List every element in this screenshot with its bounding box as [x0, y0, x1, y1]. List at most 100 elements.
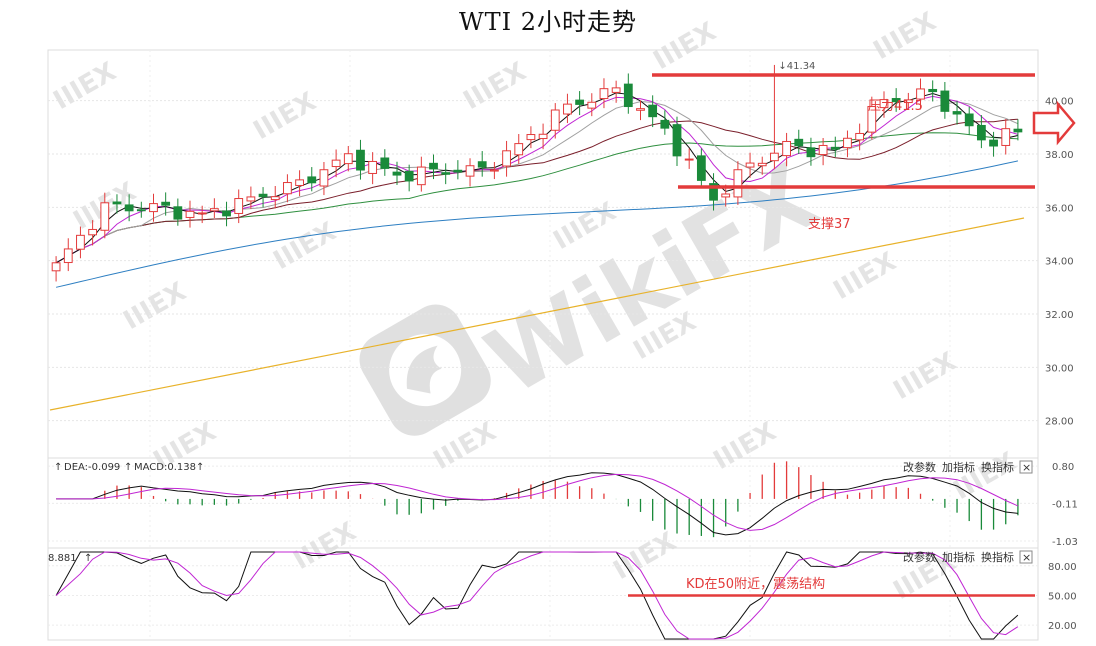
candle-body [538, 133, 548, 140]
candle-body [258, 193, 268, 198]
candle-body [404, 170, 414, 182]
candle-body [891, 98, 901, 103]
candle-body [952, 111, 962, 115]
price-tick-label: 28.00 [1045, 417, 1074, 428]
candle-body [283, 182, 292, 195]
candle-body [173, 206, 183, 220]
candle-body [818, 144, 828, 156]
candle-body [940, 90, 950, 112]
watermark-logo: IIIEX [119, 277, 192, 336]
watermark-logo: IIIEX [709, 417, 782, 476]
macd-close-icon[interactable]: × [1022, 461, 1031, 474]
right-arrow-icon [1032, 100, 1076, 146]
ma-maroon-line [55, 118, 1018, 264]
candle-body [867, 106, 877, 133]
candle-body [599, 88, 609, 100]
candle-body [770, 152, 779, 162]
candle-body [660, 119, 670, 129]
kd-tick-label: 50.00 [1048, 591, 1077, 602]
candle-body [757, 162, 767, 167]
macd-params-button[interactable]: 改参数 [903, 460, 936, 474]
macd-grid [48, 465, 1038, 542]
candle-body [514, 143, 524, 156]
candle-body [63, 248, 73, 264]
macd-add-indicator-button[interactable]: 加指标 [942, 460, 975, 474]
candle-body [246, 196, 256, 202]
candle-body [149, 203, 158, 213]
candle-body [964, 113, 974, 127]
kd-params-button[interactable]: 改参数 [903, 550, 936, 564]
candle-body [1001, 128, 1011, 146]
kd-switch-indicator-button[interactable]: 换指标 [981, 550, 1014, 564]
kd-tick-label: 80.00 [1048, 562, 1077, 573]
watermark-logo: IIIEX [49, 57, 122, 116]
candle-body [453, 169, 463, 173]
kd-annotation: KD在50附近，震荡结构 [628, 577, 1035, 597]
kd-value-label: 8.881 [48, 553, 77, 564]
candle-body [526, 134, 536, 141]
macd-switch-indicator-button[interactable]: 换指标 [981, 460, 1014, 474]
candle-body [623, 83, 633, 108]
macd-arrow-icon-3: ↑ [196, 462, 204, 473]
candle-body [903, 99, 913, 104]
macd-axis: 0.80 -0.11 -1.03 [1052, 462, 1078, 548]
price-annotations: 压力41.5 支撑37 ↓41.34 [652, 61, 1035, 232]
kd-add-indicator-button[interactable]: 加指标 [942, 550, 975, 564]
candle-body [696, 155, 706, 181]
ma-long-line [49, 217, 1025, 411]
candle-body [1013, 128, 1023, 133]
macd-arrow-icon-2: ↑ [124, 462, 132, 473]
candle-body [295, 179, 304, 186]
candle-body [684, 158, 694, 161]
price-panel: 40.00 38.00 36.00 34.00 32.00 30.00 28.00 压力41… [47, 49, 1074, 640]
candle-body [502, 150, 511, 167]
watermark-eagle-icon [359, 304, 491, 436]
candle-body [745, 162, 755, 168]
watermark-logo: IIIEX [429, 417, 502, 476]
kd-k-line [55, 551, 1019, 640]
candle-body [806, 147, 816, 158]
resistance-label: 压力41.5 [868, 99, 923, 114]
watermark-logo: IIIEX [249, 87, 322, 146]
candle-body [270, 196, 280, 201]
price-tick-label: 38.00 [1045, 150, 1074, 161]
candle-body [782, 140, 791, 157]
candle-body [319, 169, 329, 187]
watermark-layer: IIIEX IIIEX IIIEX IIIEX IIIEX IIIEX IIIEX IIIEX… [49, 7, 1022, 606]
watermark-brand: WikiFX [470, 144, 835, 416]
candle-body [380, 157, 390, 169]
candle-body [636, 108, 645, 111]
candle-body [112, 201, 122, 205]
candle-body [575, 99, 585, 105]
candle-body [416, 166, 426, 186]
candle-body [648, 104, 658, 118]
kd-close-box[interactable] [1019, 550, 1033, 564]
candle-body [429, 162, 438, 170]
ma-green-line [55, 132, 1018, 264]
price-grid [48, 50, 1038, 640]
candle-body [672, 124, 682, 157]
candle-body [307, 176, 317, 184]
macd-panel: 0.80 -0.11 -1.03 ↑ DEA:-0.099 ↑ MACD:0.138… [47, 457, 1078, 549]
macd-dea-label: DEA:-0.099 [64, 462, 120, 473]
candle-body [489, 169, 499, 172]
price-tick-label: 40.00 [1045, 97, 1074, 108]
watermark-logo: IIIEX [269, 217, 342, 276]
kd-close-icon[interactable]: × [1022, 551, 1031, 564]
candle-body [794, 138, 804, 147]
candle-body [234, 198, 244, 214]
macd-close-box[interactable] [1019, 460, 1033, 474]
candle-body [197, 212, 207, 215]
price-tick-label: 32.00 [1045, 310, 1074, 321]
candle-body [709, 183, 718, 201]
candle-body [76, 234, 85, 250]
macd-arrow-icon: ↑ [54, 462, 62, 473]
macd-value-label: MACD:0.138 [134, 462, 196, 473]
kd-panel: 80.00 50.00 20.00 KD在50附近，震荡结构 8.881 ↑ 改参数… [47, 547, 1077, 641]
kd-annotation-label: KD在50附近，震荡结构 [686, 577, 825, 592]
candle-body [136, 209, 146, 212]
candle-body [209, 208, 219, 212]
kd-axis: 80.00 50.00 20.00 [1048, 562, 1077, 632]
candle-body [721, 193, 731, 198]
